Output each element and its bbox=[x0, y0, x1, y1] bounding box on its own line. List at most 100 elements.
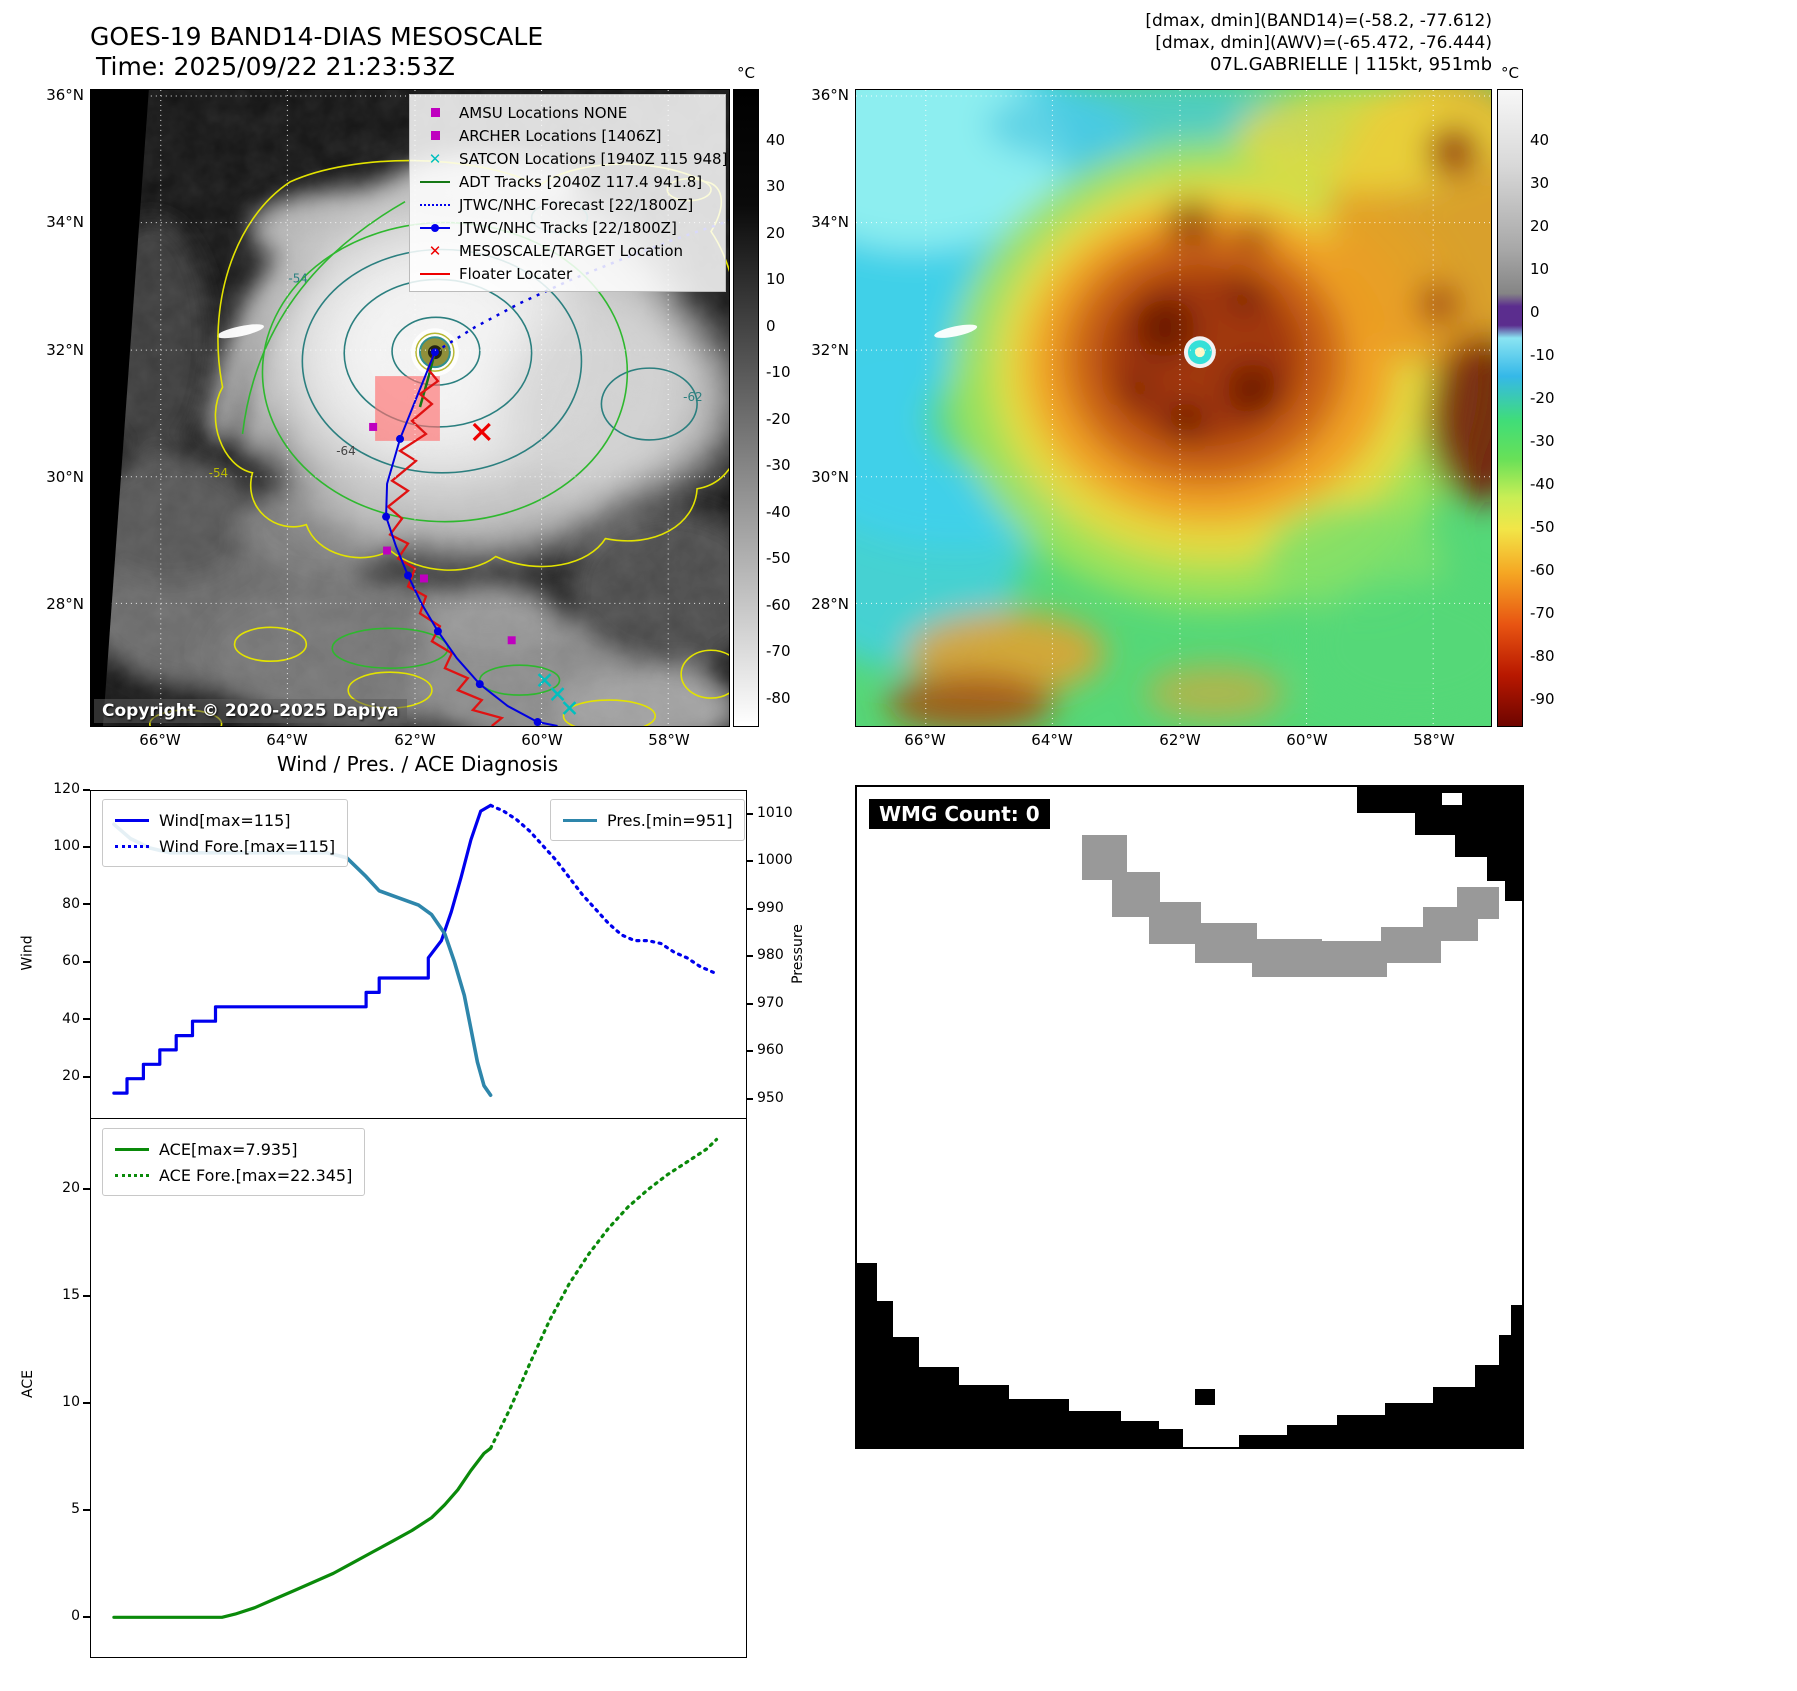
track-line-dot-icon bbox=[418, 223, 452, 232]
legend-item-satcon: ✕ SATCON Locations [1940Z 115 948] bbox=[418, 147, 728, 170]
colorbar-tick: -50 bbox=[1530, 518, 1555, 536]
pressure-ytick: 980 bbox=[757, 947, 784, 963]
lat-label: 34°N bbox=[811, 213, 849, 231]
colorbar-tick: 20 bbox=[766, 224, 786, 242]
legend-label: JTWC/NHC Forecast [22/1800Z] bbox=[459, 195, 694, 214]
contour-label: -54 bbox=[288, 271, 308, 285]
colorbar-tick: -70 bbox=[1530, 604, 1555, 622]
colorbar-tick: 40 bbox=[1530, 131, 1550, 149]
ace-ytick: 5 bbox=[71, 1501, 80, 1517]
contour-label: -62 bbox=[683, 390, 703, 404]
ace-ytick: 20 bbox=[62, 1180, 80, 1196]
ace-forecast-legend-item: ACE Fore.[max=22.345] bbox=[115, 1162, 352, 1188]
band14-map-panel: -54 -64 -54 -62 AMSU Locations NONE bbox=[90, 89, 730, 727]
enhanced-ir-colorbar bbox=[1497, 89, 1523, 727]
lon-label: 64°W bbox=[266, 731, 308, 749]
wind-ytick: 20 bbox=[62, 1068, 80, 1084]
lat-label: 36°N bbox=[46, 86, 84, 104]
wind-forecast-dotted-icon bbox=[115, 844, 149, 848]
satcon-location-markers bbox=[537, 673, 577, 715]
legend-label: SATCON Locations [1940Z 115 948] bbox=[459, 149, 728, 168]
wind-pressure-chart bbox=[90, 790, 747, 1120]
floater-line-icon bbox=[418, 272, 452, 275]
wind-axis-label: Wind bbox=[19, 935, 36, 971]
colorbar-tick: -40 bbox=[1530, 475, 1555, 493]
ace-plot-area bbox=[112, 1137, 719, 1619]
lon-label: 66°W bbox=[139, 731, 181, 749]
legend-item-floater: Floater Locater bbox=[418, 262, 717, 285]
legend-item-adt: ADT Tracks [2040Z 117.4 941.8] bbox=[418, 170, 717, 193]
colorbar-tick: 40 bbox=[766, 131, 786, 149]
lon-label: 62°W bbox=[1159, 731, 1201, 749]
legend-item-forecast: JTWC/NHC Forecast [22/1800Z] bbox=[418, 193, 717, 216]
lon-label: 60°W bbox=[1286, 731, 1328, 749]
colorbar-tick: -10 bbox=[1530, 346, 1555, 364]
wind-ytick: 120 bbox=[53, 781, 80, 797]
colorbar-tick: -30 bbox=[1530, 432, 1555, 450]
colorbar-tick: -60 bbox=[1530, 561, 1555, 579]
lat-label: 32°N bbox=[811, 341, 849, 359]
lat-label: 28°N bbox=[811, 595, 849, 613]
ace-line-icon bbox=[115, 1147, 149, 1151]
pressure-ytick: 1000 bbox=[757, 852, 793, 868]
colorbar-tick: -80 bbox=[1530, 647, 1555, 665]
ace-legend: ACE[max=7.935] ACE Fore.[max=22.345] bbox=[102, 1128, 366, 1196]
colorbar-tick: -20 bbox=[766, 410, 791, 428]
legend-label: JTWC/NHC Tracks [22/1800Z] bbox=[459, 218, 677, 237]
legend-item-archer: ARCHER Locations [1406Z] bbox=[418, 124, 717, 147]
lat-label: 36°N bbox=[811, 86, 849, 104]
colorbar-tick: 20 bbox=[1530, 217, 1550, 235]
colorbar-tick: -60 bbox=[766, 596, 791, 614]
pressure-line-icon bbox=[563, 818, 597, 822]
floater-track-line bbox=[386, 351, 505, 726]
legend-label: ARCHER Locations [1406Z] bbox=[459, 126, 662, 145]
legend-item-target: ✕ MESOSCALE/TARGET Location bbox=[418, 239, 717, 262]
colorbar-tick: -90 bbox=[1530, 690, 1555, 708]
wind-legend-item: Wind[max=115] bbox=[115, 807, 335, 833]
pressure-ytick: 990 bbox=[757, 900, 784, 916]
legend-label: ADT Tracks [2040Z 117.4 941.8] bbox=[459, 172, 703, 191]
lon-label: 58°W bbox=[1413, 731, 1455, 749]
left-header: GOES-19 BAND14-DIAS MESOSCALE Time: 2025… bbox=[90, 22, 543, 82]
ace-ytick: 15 bbox=[62, 1287, 80, 1303]
ace-ytick: 0 bbox=[71, 1608, 80, 1624]
colorbar-tick: 30 bbox=[1530, 174, 1550, 192]
legend-label: Wind Fore.[max=115] bbox=[159, 836, 336, 856]
ace-forecast-dotted-icon bbox=[115, 1173, 149, 1177]
lat-label: 28°N bbox=[46, 595, 84, 613]
contour-label: -54 bbox=[209, 466, 229, 480]
colorbar-tick: 10 bbox=[766, 270, 786, 288]
gray-cloud-band bbox=[1082, 835, 1499, 977]
black-mask-shapes bbox=[857, 787, 1522, 1447]
dmax-band14-text: [dmax, dmin](BAND14)=(-58.2, -77.612) bbox=[1145, 11, 1492, 31]
archer-square-icon bbox=[418, 131, 452, 140]
colorbar-tick: -70 bbox=[766, 642, 791, 660]
colorbar-tick: 10 bbox=[1530, 260, 1550, 278]
satcon-x-icon: ✕ bbox=[428, 149, 442, 168]
dmax-awv-text: [dmax, dmin](AWV)=(-65.472, -76.444) bbox=[1155, 33, 1492, 53]
colorbar-tick: -10 bbox=[766, 363, 791, 381]
enhanced-ir-map-panel bbox=[855, 89, 1492, 727]
mesoscale-target-marker bbox=[472, 422, 491, 442]
graticule bbox=[856, 90, 1491, 726]
legend-label: MESOSCALE/TARGET Location bbox=[459, 241, 684, 260]
legend-label: Floater Locater bbox=[459, 264, 573, 283]
lon-label: 64°W bbox=[1031, 731, 1073, 749]
colorbar-tick: -30 bbox=[766, 456, 791, 474]
legend-label: Pres.[min=951] bbox=[607, 810, 733, 830]
colorbar-tick: 0 bbox=[1530, 303, 1540, 321]
lon-label: 58°W bbox=[648, 731, 690, 749]
ace-legend-item: ACE[max=7.935] bbox=[115, 1136, 352, 1162]
colorbar-unit: °C bbox=[1501, 64, 1519, 82]
legend-label: ACE[max=7.935] bbox=[159, 1139, 298, 1159]
legend-item-amsu: AMSU Locations NONE bbox=[418, 101, 717, 124]
timestamp: Time: 2025/09/22 21:23:53Z bbox=[96, 52, 455, 81]
amsu-square-icon bbox=[418, 108, 452, 117]
wind-ytick: 40 bbox=[62, 1011, 80, 1027]
legend-label: Wind[max=115] bbox=[159, 810, 291, 830]
pressure-ytick: 960 bbox=[757, 1042, 784, 1058]
wmg-count-badge: WMG Count: 0 bbox=[869, 799, 1050, 829]
colorbar-tick: 0 bbox=[766, 317, 776, 335]
right-header: [dmax, dmin](BAND14)=(-58.2, -77.612) [d… bbox=[900, 10, 1492, 76]
